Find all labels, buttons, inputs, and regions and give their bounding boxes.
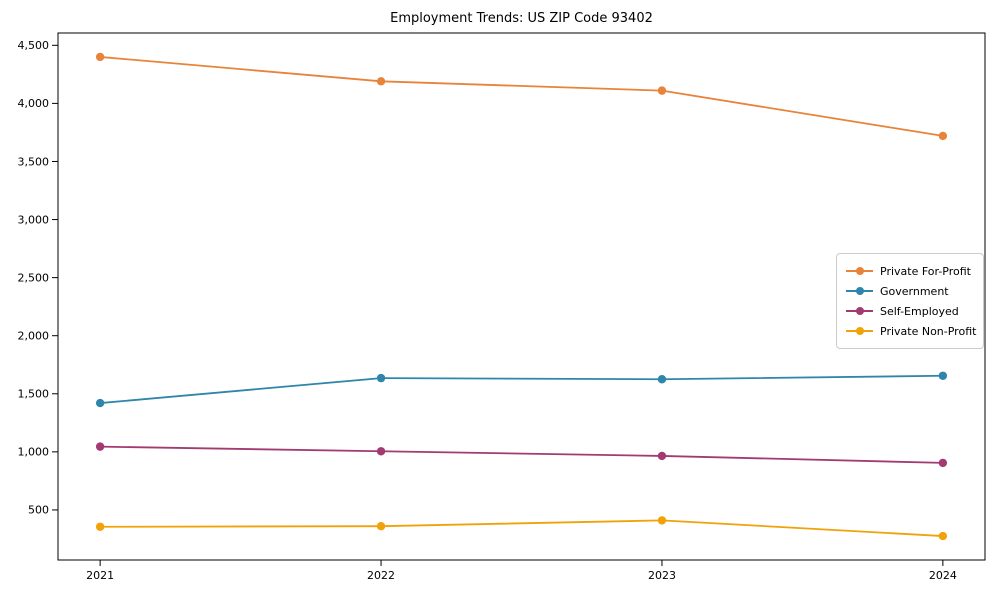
x-axis: 2021 2022 2023 2024 [86, 560, 957, 582]
data-point-marker [938, 371, 948, 380]
data-point-marker [95, 442, 105, 451]
data-point-marker [657, 451, 667, 461]
x-tick-label: 2021 [86, 569, 114, 582]
legend-item: Private For-Profit [846, 261, 975, 281]
legend-label: Private For-Profit [880, 264, 971, 278]
data-point-marker [95, 52, 105, 62]
x-tick-label: 2023 [648, 569, 676, 582]
legend-item: Government [846, 281, 975, 301]
y-tick-label: 2,500 [18, 271, 50, 284]
series-government [95, 371, 948, 408]
series-line [99, 519, 944, 537]
legend-line-marker-icon [846, 307, 873, 315]
legend: Private For-Profit Government Self-Emplo… [836, 253, 984, 349]
data-point-marker [938, 458, 948, 468]
y-tick-label: 2,000 [18, 330, 50, 343]
legend-item: Private Non-Profit [846, 321, 977, 341]
legend-line-marker-icon [846, 267, 873, 275]
y-tick-label: 3,000 [18, 213, 50, 226]
data-point-marker [938, 531, 948, 541]
data-point-marker [95, 398, 105, 408]
y-tick-label: 3,500 [18, 155, 50, 168]
y-tick-label: 4,000 [18, 97, 50, 110]
y-tick-label: 4,500 [18, 39, 50, 52]
data-point-marker [938, 131, 948, 141]
data-point-marker [376, 521, 386, 531]
x-tick-label: 2022 [367, 569, 395, 582]
chart-title: Employment Trends: US ZIP Code 93402 [390, 11, 653, 26]
y-tick-label: 1,500 [18, 388, 50, 401]
series-line [99, 56, 944, 137]
data-point-marker [376, 447, 386, 456]
plot-border [57, 32, 986, 561]
legend-label: Government [880, 284, 949, 298]
data-point-marker [376, 77, 386, 86]
series-private-for-profit [95, 52, 948, 141]
data-point-marker [376, 373, 386, 383]
data-point-marker [657, 375, 667, 384]
y-tick-label: 500 [28, 504, 49, 517]
legend-label: Private Non-Profit [880, 324, 977, 338]
data-point-marker [657, 516, 667, 525]
series-line [99, 374, 944, 404]
legend-line-marker-icon [846, 327, 873, 335]
data-point-marker [657, 86, 667, 95]
x-tick-label: 2024 [929, 569, 957, 582]
y-tick-label: 1,000 [18, 446, 50, 459]
series-line [99, 445, 944, 464]
legend-item: Self-Employed [846, 301, 975, 321]
data-point-marker [95, 522, 105, 531]
legend-label: Self-Employed [880, 304, 959, 318]
y-axis: 500 1,000 1,500 2,000 2,500 3,000 3,500 4,000 4,… [18, 39, 58, 517]
legend-line-marker-icon [846, 287, 873, 295]
series-self-employed [95, 442, 948, 468]
series-private-non-profit [95, 516, 948, 541]
